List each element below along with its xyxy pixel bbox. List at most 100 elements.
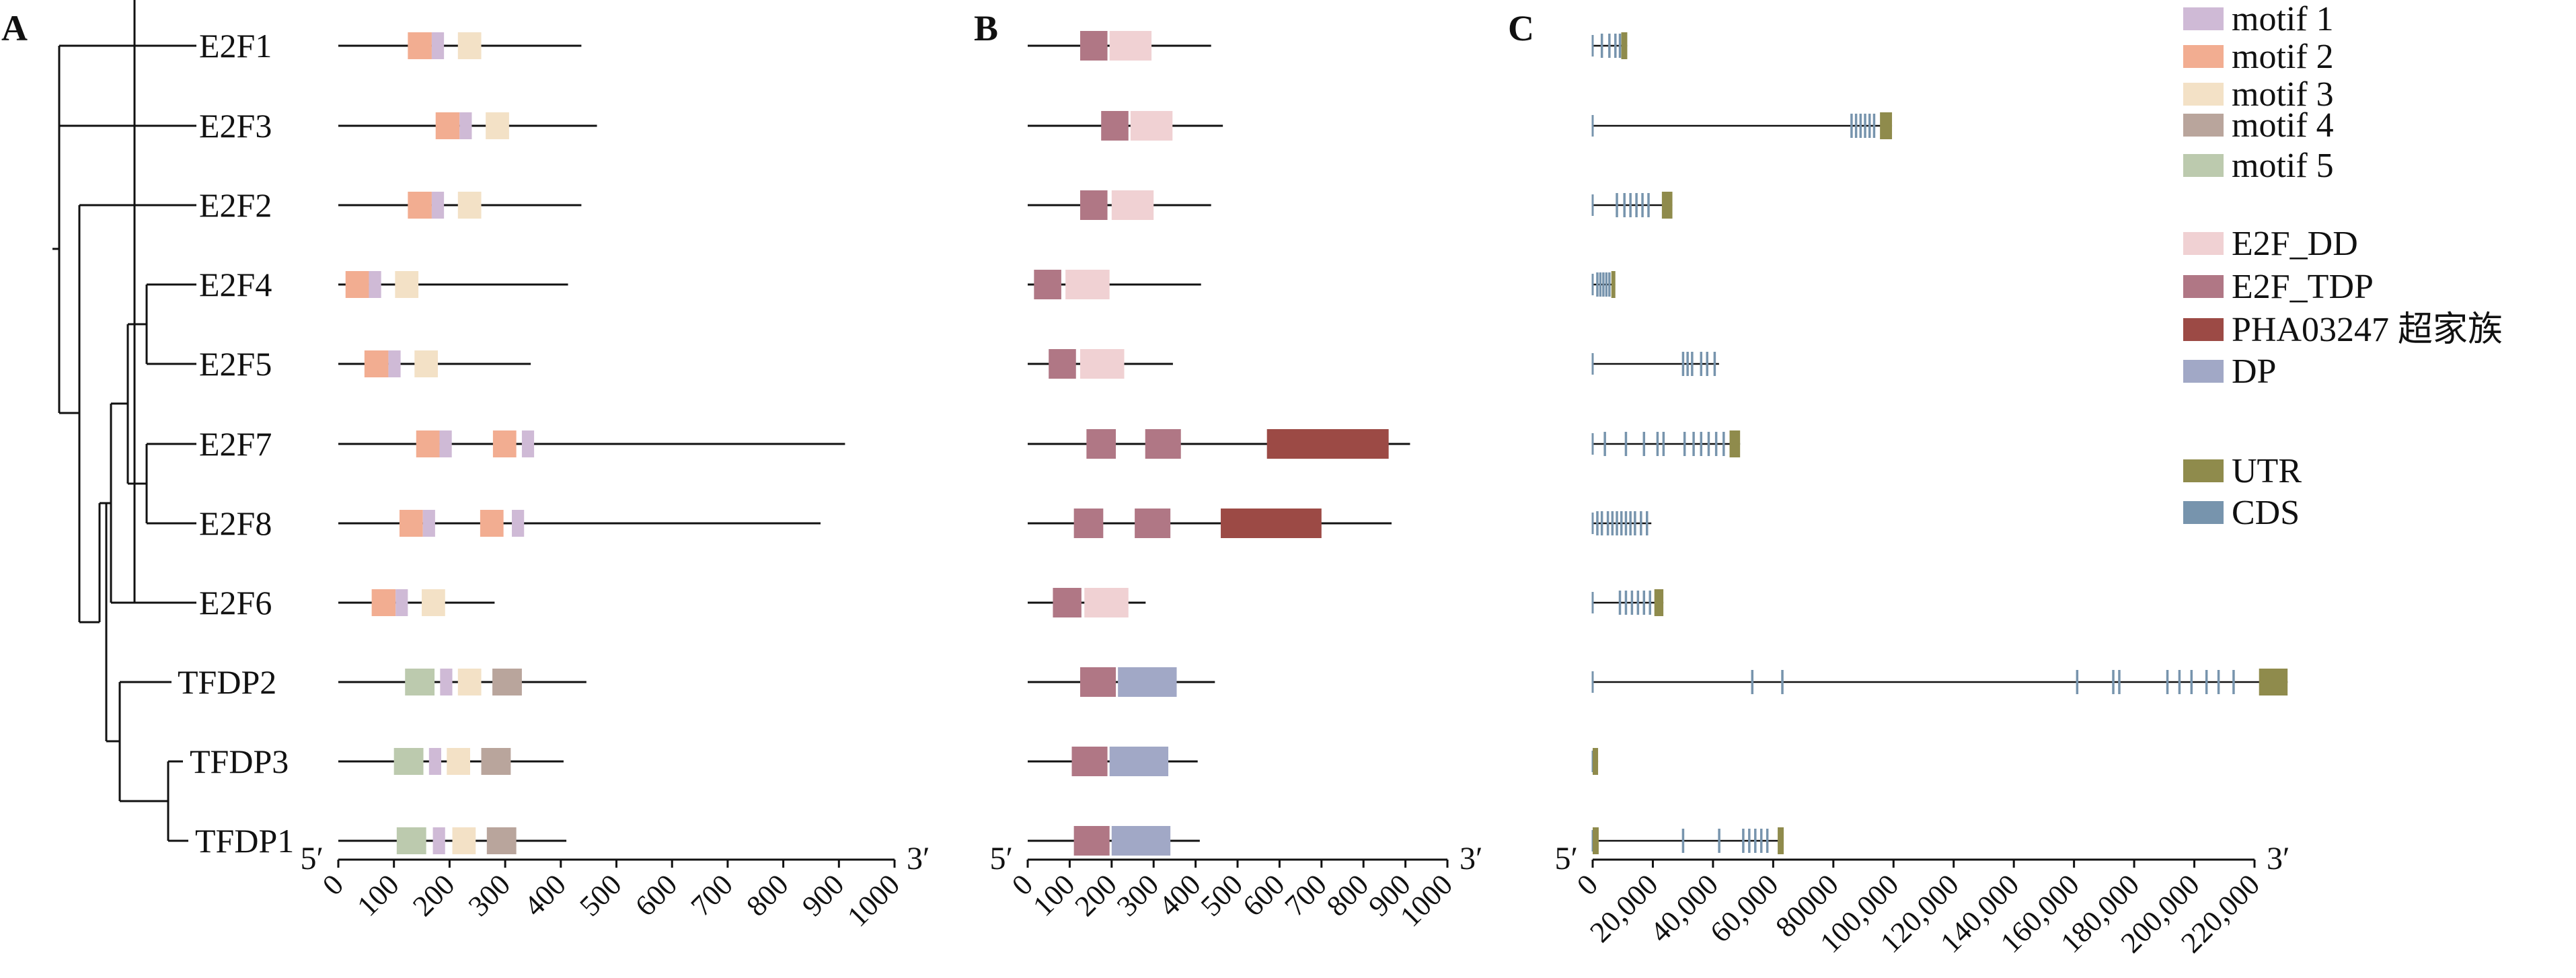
cds-exon <box>1614 34 1617 58</box>
cds-exon <box>1603 432 1606 456</box>
domain-box <box>1049 349 1076 379</box>
utr-block <box>1621 32 1628 59</box>
legend-motif-label: motif 2 <box>2232 38 2334 76</box>
cds-exon <box>1608 272 1611 297</box>
domain-box <box>1266 429 1389 459</box>
domain-box <box>1073 826 1110 856</box>
gene-label: E2F8 <box>199 504 272 542</box>
legend-domain-swatch <box>2183 360 2224 383</box>
motif-box <box>486 827 517 854</box>
cds-exon <box>2118 670 2121 694</box>
cds-exon <box>1623 193 1626 217</box>
cds-exon <box>1707 432 1710 456</box>
cds-exon <box>1629 511 1632 535</box>
tick-label: 500 <box>573 868 628 922</box>
motif-box <box>521 430 535 457</box>
utr-block <box>1611 271 1616 298</box>
cds-exon <box>1634 511 1636 535</box>
motif-box <box>422 510 435 537</box>
cds-exon <box>1864 114 1866 138</box>
motif-box <box>428 748 441 775</box>
motif-box <box>395 589 408 616</box>
legend-motif-swatch <box>2183 83 2224 106</box>
domain-box <box>1065 270 1110 299</box>
motif-box <box>408 32 432 59</box>
legend-domain-label: PHA03247 超家族 <box>2232 311 2503 349</box>
motif-box <box>422 589 445 616</box>
gene-label: E2F1 <box>199 27 272 65</box>
motif-box <box>480 510 504 537</box>
cds-exon <box>1713 352 1716 376</box>
motif-box <box>396 827 426 854</box>
cds-exon <box>2166 670 2169 694</box>
cds-exon <box>1596 511 1599 535</box>
cds-exon <box>1636 591 1640 615</box>
gene-label: E2F6 <box>199 584 272 622</box>
legend-motif-label: motif 3 <box>2232 75 2334 114</box>
legend-motif-swatch <box>2183 114 2224 137</box>
cds-exon <box>1618 591 1622 615</box>
motif-box <box>486 112 509 139</box>
cds-exon <box>1606 511 1609 535</box>
cds-exon <box>1596 272 1599 297</box>
cds-exon <box>1662 432 1665 456</box>
legend-structure-label: UTR <box>2232 452 2302 490</box>
cds-exon <box>1624 591 1628 615</box>
panel-label-b: B <box>974 8 998 48</box>
cds-exon <box>2217 670 2220 694</box>
legend-structure-swatch <box>2183 501 2224 524</box>
cds-exon <box>1624 432 1628 456</box>
cds-exon <box>1714 432 1718 456</box>
tick-label: 1000 <box>1394 868 1459 933</box>
domain-box <box>1080 31 1108 61</box>
cds-exon <box>2232 670 2235 694</box>
tick-label: 60,000 <box>1704 868 1784 948</box>
motif-box <box>457 192 482 219</box>
three-prime-label: 3′ <box>1460 841 1483 876</box>
motif-box <box>371 589 396 616</box>
domain-box <box>1053 588 1082 617</box>
motif-box <box>388 350 401 377</box>
gene-label: E2F4 <box>199 266 272 303</box>
legend-motif-label: motif 5 <box>2232 147 2334 185</box>
legend-motif-swatch <box>2183 7 2224 30</box>
motif-box <box>459 112 472 139</box>
tick-label: 100 <box>350 868 405 922</box>
cds-exon <box>1656 432 1659 456</box>
domain-box <box>1111 190 1154 220</box>
domain-box <box>1101 111 1129 141</box>
cds-exon <box>2205 670 2208 694</box>
motif-box <box>431 32 445 59</box>
legend-domain-swatch <box>2183 275 2224 298</box>
motif-box <box>512 510 525 537</box>
cds-exon <box>1722 432 1725 456</box>
tick-label: 1000 <box>841 868 906 933</box>
motif-box <box>440 669 453 695</box>
cds-exon <box>1681 352 1685 376</box>
cds-exon <box>1681 829 1685 853</box>
domain-box <box>1080 190 1108 220</box>
domain-box <box>1130 111 1173 141</box>
utr-block <box>1880 112 1893 139</box>
cds-exon <box>1599 272 1602 297</box>
cds-exon <box>1686 352 1689 376</box>
cds-exon <box>1629 193 1632 217</box>
cds-exon <box>1692 432 1695 456</box>
tick-label: 400 <box>518 868 572 922</box>
motif-box <box>492 669 522 695</box>
motif-box <box>345 271 369 298</box>
utr-block <box>1729 430 1741 457</box>
cds-exon <box>1754 829 1757 853</box>
cds-exon <box>1751 670 1754 694</box>
domain-box <box>1221 509 1322 538</box>
motif-box <box>414 350 439 377</box>
motif-box <box>447 748 470 775</box>
panel-c-gene-structure: 020,00040,00060,00080000100,000120,00014… <box>1555 32 2290 959</box>
cds-exon <box>1616 193 1618 217</box>
cds-exon <box>1605 272 1608 297</box>
cds-exon <box>1611 511 1614 535</box>
cds-exon <box>1624 511 1628 535</box>
cds-exon <box>1868 114 1871 138</box>
domain-box <box>1071 747 1108 776</box>
